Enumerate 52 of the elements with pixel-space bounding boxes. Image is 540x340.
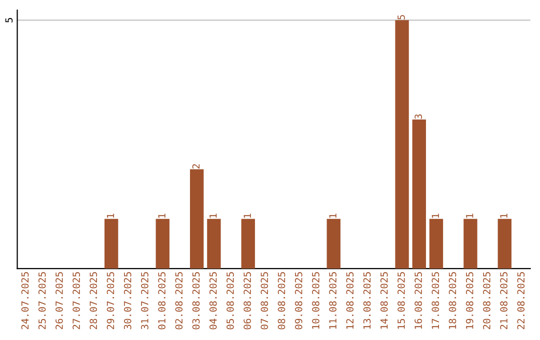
x-tick-label: 24.07.2025 bbox=[21, 272, 29, 330]
x-tick-label: 27.07.2025 bbox=[72, 272, 80, 330]
x-tick-label: 04.08.2025 bbox=[209, 272, 217, 330]
data-label: 3 bbox=[414, 114, 422, 119]
bar bbox=[395, 20, 409, 269]
bar bbox=[412, 120, 426, 269]
x-tick-label: 02.08.2025 bbox=[175, 272, 183, 330]
bar bbox=[207, 218, 221, 269]
x-tick-label: 31.07.2025 bbox=[141, 272, 148, 330]
x-tick-label: 14.08.2025 bbox=[380, 272, 388, 329]
bar bbox=[464, 218, 478, 269]
data-label: 1 bbox=[106, 214, 114, 218]
x-tick-label: 10.08.2025 bbox=[312, 272, 320, 329]
data-label: 1 bbox=[432, 214, 439, 218]
x-tick-label: 20.08.2025 bbox=[483, 272, 490, 330]
x-tick-label: 08.08.2025 bbox=[278, 272, 286, 330]
x-tick-label: 29.07.2025 bbox=[106, 272, 114, 330]
x-tick-label: 01.08.2025 bbox=[158, 272, 166, 330]
x-tick-label: 26.07.2025 bbox=[56, 272, 63, 330]
x-tick-label: 22.08.2025 bbox=[517, 272, 525, 330]
data-label: 1 bbox=[500, 214, 508, 218]
x-tick-label: 03.08.2025 bbox=[192, 272, 200, 330]
bar bbox=[190, 169, 204, 269]
bar bbox=[156, 218, 170, 269]
data-label: 1 bbox=[466, 214, 474, 218]
data-label: 1 bbox=[244, 214, 251, 218]
data-label: 5 bbox=[398, 15, 405, 20]
x-tick-label: 11.08.2025 bbox=[329, 272, 336, 329]
bar bbox=[326, 218, 340, 269]
bar bbox=[429, 218, 444, 269]
x-tick-label: 15.08.2025 bbox=[398, 272, 405, 329]
x-tick-label: 17.08.2025 bbox=[432, 272, 440, 329]
bar bbox=[498, 218, 512, 269]
x-tick-label: 07.08.2025 bbox=[260, 272, 268, 330]
data-label: 1 bbox=[329, 214, 336, 218]
x-tick-label: 28.07.2025 bbox=[90, 272, 98, 330]
x-tick-label: 25.07.2025 bbox=[38, 272, 46, 330]
x-tick-label: 30.07.2025 bbox=[124, 272, 132, 330]
x-tick-label: 19.08.2025 bbox=[466, 272, 474, 329]
x-tick-label: 21.08.2025 bbox=[500, 272, 508, 330]
data-label: 2 bbox=[192, 164, 200, 168]
bar bbox=[241, 218, 255, 269]
x-tick-label: 12.08.2025 bbox=[346, 272, 354, 329]
data-label: 1 bbox=[158, 214, 166, 218]
x-tick-label: 16.08.2025 bbox=[414, 272, 422, 329]
x-tick-label: 06.08.2025 bbox=[244, 272, 251, 330]
bar bbox=[104, 218, 118, 269]
x-tick-label: 09.08.2025 bbox=[294, 272, 302, 330]
data-label: 1 bbox=[210, 214, 217, 218]
x-tick-label: 13.08.2025 bbox=[363, 272, 371, 329]
x-tick-label: 05.08.2025 bbox=[226, 272, 234, 330]
x-tick-label: 18.08.2025 bbox=[448, 272, 456, 329]
